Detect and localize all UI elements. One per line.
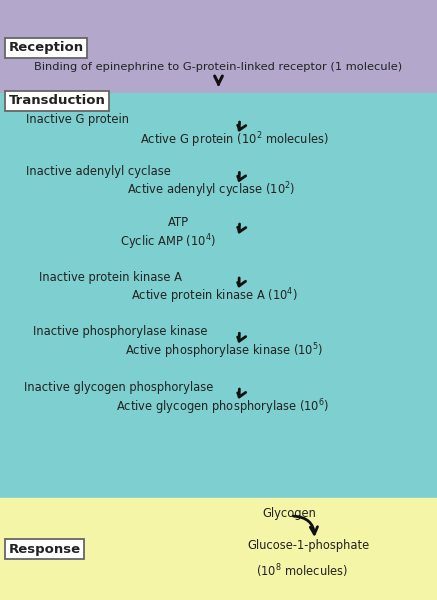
Text: ATP: ATP (168, 215, 189, 229)
Text: Response: Response (9, 542, 81, 556)
Text: Reception: Reception (9, 41, 84, 55)
Text: (10$^{8}$ molecules): (10$^{8}$ molecules) (256, 562, 348, 580)
Text: Inactive adenylyl cyclase: Inactive adenylyl cyclase (26, 164, 171, 178)
Text: Active phosphorylase kinase (10$^{5}$): Active phosphorylase kinase (10$^{5}$) (125, 341, 323, 361)
Text: Inactive glycogen phosphorylase: Inactive glycogen phosphorylase (24, 381, 213, 394)
Bar (0, 0, 437, 93)
Text: Active glycogen phosphorylase (10$^{6}$): Active glycogen phosphorylase (10$^{6}$) (116, 397, 329, 416)
Text: Glucose-1-phosphate: Glucose-1-phosphate (247, 539, 369, 553)
Text: Glycogen: Glycogen (262, 506, 316, 520)
Text: Cyclic AMP (10$^{4}$): Cyclic AMP (10$^{4}$) (120, 232, 216, 251)
Text: Active adenylyl cyclase (10$^{2}$): Active adenylyl cyclase (10$^{2}$) (127, 181, 295, 200)
Text: Active G protein (10$^{2}$ molecules): Active G protein (10$^{2}$ molecules) (140, 130, 329, 149)
Bar (0, 93, 437, 498)
Bar (0, 498, 437, 600)
Text: Inactive protein kinase A: Inactive protein kinase A (39, 271, 182, 284)
Text: Binding of epinephrine to G-protein-linked receptor (1 molecule): Binding of epinephrine to G-protein-link… (35, 62, 402, 72)
Text: Transduction: Transduction (9, 94, 106, 107)
Text: Active protein kinase A (10$^{4}$): Active protein kinase A (10$^{4}$) (131, 286, 298, 305)
Text: Inactive phosphorylase kinase: Inactive phosphorylase kinase (33, 325, 207, 338)
Text: Inactive G protein: Inactive G protein (26, 113, 129, 127)
